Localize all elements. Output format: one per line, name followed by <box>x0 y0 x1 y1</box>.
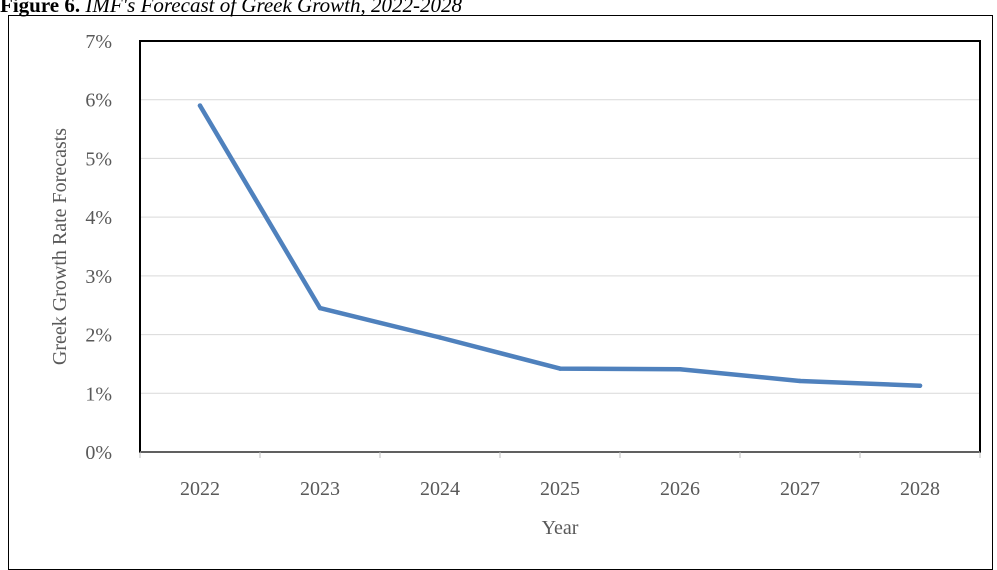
x-tick-label: 2024 <box>420 478 460 500</box>
y-tick-label: 4% <box>85 207 112 229</box>
y-tick-label: 1% <box>85 383 112 405</box>
data-point <box>557 366 563 371</box>
data-point <box>437 335 443 340</box>
x-tick-label: 2022 <box>180 478 220 500</box>
figure-caption: Figure 6. IMF's Forecast of Greek Growth… <box>0 0 462 16</box>
plot-area-border <box>139 40 981 453</box>
x-tick-labels: 2022 2023 2024 2025 2026 2027 2028 <box>180 478 940 500</box>
series-line-0 <box>197 103 923 388</box>
y-tick-label: 5% <box>85 148 112 170</box>
gridlines <box>140 99 980 394</box>
y-tick-label: 2% <box>85 325 112 347</box>
x-tick-label: 2025 <box>540 478 580 500</box>
x-axis <box>139 451 981 458</box>
y-tick-label: 6% <box>85 90 112 112</box>
data-point <box>797 378 803 384</box>
x-tick-label: 2026 <box>660 478 700 500</box>
y-axis-title: Greek Growth Rate Forecasts <box>49 128 71 365</box>
data-point <box>677 367 683 372</box>
x-tick-label: 2027 <box>780 478 820 500</box>
data-point <box>197 103 203 108</box>
figure-caption-text: IMF's Forecast of Greek Growth, 2022-202… <box>85 0 462 17</box>
x-axis-title: Year <box>542 517 579 539</box>
data-point <box>917 383 923 388</box>
x-tick-label: 2028 <box>900 478 940 500</box>
x-tick-label: 2023 <box>300 478 340 500</box>
y-tick-label: 3% <box>85 266 112 288</box>
figure-caption-label: Figure 6. <box>0 0 81 17</box>
data-point <box>317 305 323 311</box>
series-lines <box>197 103 923 388</box>
y-tick-label: 7% <box>85 31 112 53</box>
y-tick-labels: 0% 1% 2% 3% 4% 5% 6% 7% <box>85 31 112 464</box>
y-tick-label: 0% <box>85 442 112 464</box>
